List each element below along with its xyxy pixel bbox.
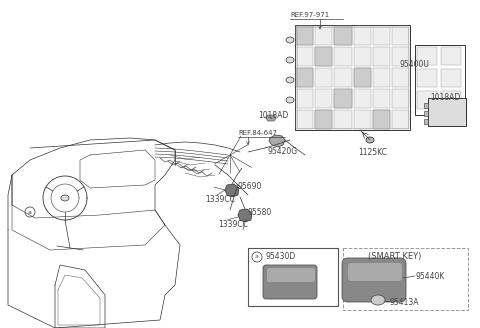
Bar bbox=[295, 25, 410, 130]
Bar bbox=[392, 26, 409, 45]
Bar bbox=[296, 47, 313, 66]
Bar bbox=[372, 110, 390, 129]
Bar bbox=[441, 91, 461, 109]
Bar bbox=[296, 110, 313, 129]
Bar bbox=[296, 68, 313, 87]
Bar bbox=[315, 110, 332, 129]
Text: 95580: 95580 bbox=[248, 208, 272, 217]
Bar bbox=[372, 68, 390, 87]
Bar bbox=[392, 110, 409, 129]
Ellipse shape bbox=[286, 77, 294, 83]
Bar bbox=[392, 68, 409, 87]
Bar bbox=[343, 248, 468, 310]
Bar bbox=[335, 89, 351, 108]
Bar bbox=[428, 98, 466, 126]
Bar bbox=[335, 26, 351, 45]
Bar bbox=[372, 110, 390, 129]
Ellipse shape bbox=[366, 137, 374, 143]
Bar bbox=[353, 89, 371, 108]
FancyBboxPatch shape bbox=[267, 268, 315, 282]
Bar bbox=[315, 110, 332, 129]
Bar bbox=[424, 111, 428, 116]
Bar bbox=[296, 89, 313, 108]
Bar bbox=[296, 68, 313, 87]
Text: 95413A: 95413A bbox=[389, 298, 419, 307]
Text: 95400U: 95400U bbox=[400, 60, 430, 69]
Text: 1339CC: 1339CC bbox=[205, 195, 235, 204]
Polygon shape bbox=[238, 209, 252, 222]
Bar bbox=[417, 47, 437, 65]
Text: 1018AD: 1018AD bbox=[430, 93, 460, 102]
Text: 1339CC: 1339CC bbox=[218, 220, 248, 229]
Bar bbox=[415, 45, 465, 115]
Polygon shape bbox=[225, 184, 239, 197]
Bar bbox=[335, 110, 351, 129]
Bar bbox=[353, 26, 371, 45]
Bar bbox=[441, 47, 461, 65]
Text: 95420G: 95420G bbox=[268, 147, 298, 156]
Ellipse shape bbox=[286, 57, 294, 63]
Text: REF.97-971: REF.97-971 bbox=[290, 12, 329, 18]
Text: a: a bbox=[28, 210, 32, 215]
Bar bbox=[297, 27, 408, 128]
Bar bbox=[335, 47, 351, 66]
Bar bbox=[248, 248, 338, 306]
Bar bbox=[335, 26, 351, 45]
Text: 95440K: 95440K bbox=[415, 272, 444, 281]
Bar bbox=[315, 26, 332, 45]
Bar bbox=[424, 119, 428, 124]
Ellipse shape bbox=[61, 195, 69, 201]
FancyBboxPatch shape bbox=[348, 263, 402, 281]
Text: 1125KC: 1125KC bbox=[358, 148, 387, 157]
Bar bbox=[372, 89, 390, 108]
Polygon shape bbox=[269, 135, 285, 147]
Bar bbox=[372, 26, 390, 45]
Ellipse shape bbox=[286, 97, 294, 103]
Bar bbox=[417, 91, 437, 109]
Text: 95430D: 95430D bbox=[266, 252, 296, 261]
Text: 1018AD: 1018AD bbox=[258, 111, 288, 120]
Bar bbox=[353, 68, 371, 87]
Bar bbox=[315, 68, 332, 87]
Bar bbox=[296, 26, 313, 45]
Bar bbox=[353, 110, 371, 129]
Ellipse shape bbox=[371, 295, 385, 305]
Bar bbox=[424, 103, 428, 108]
Text: a: a bbox=[255, 255, 259, 259]
Bar bbox=[315, 89, 332, 108]
Ellipse shape bbox=[286, 37, 294, 43]
Bar bbox=[441, 69, 461, 87]
Bar bbox=[353, 68, 371, 87]
Text: (SMART KEY): (SMART KEY) bbox=[368, 252, 421, 261]
Bar bbox=[392, 89, 409, 108]
FancyBboxPatch shape bbox=[342, 258, 406, 302]
Bar bbox=[372, 47, 390, 66]
Bar bbox=[335, 89, 351, 108]
Bar bbox=[296, 26, 313, 45]
Bar bbox=[315, 47, 332, 66]
Bar bbox=[392, 47, 409, 66]
Text: 95690: 95690 bbox=[238, 182, 263, 191]
Bar bbox=[417, 69, 437, 87]
Polygon shape bbox=[266, 115, 276, 121]
Text: REF.84-647: REF.84-647 bbox=[238, 130, 277, 136]
Bar bbox=[335, 68, 351, 87]
Bar bbox=[353, 47, 371, 66]
FancyBboxPatch shape bbox=[263, 265, 317, 299]
Bar bbox=[315, 47, 332, 66]
